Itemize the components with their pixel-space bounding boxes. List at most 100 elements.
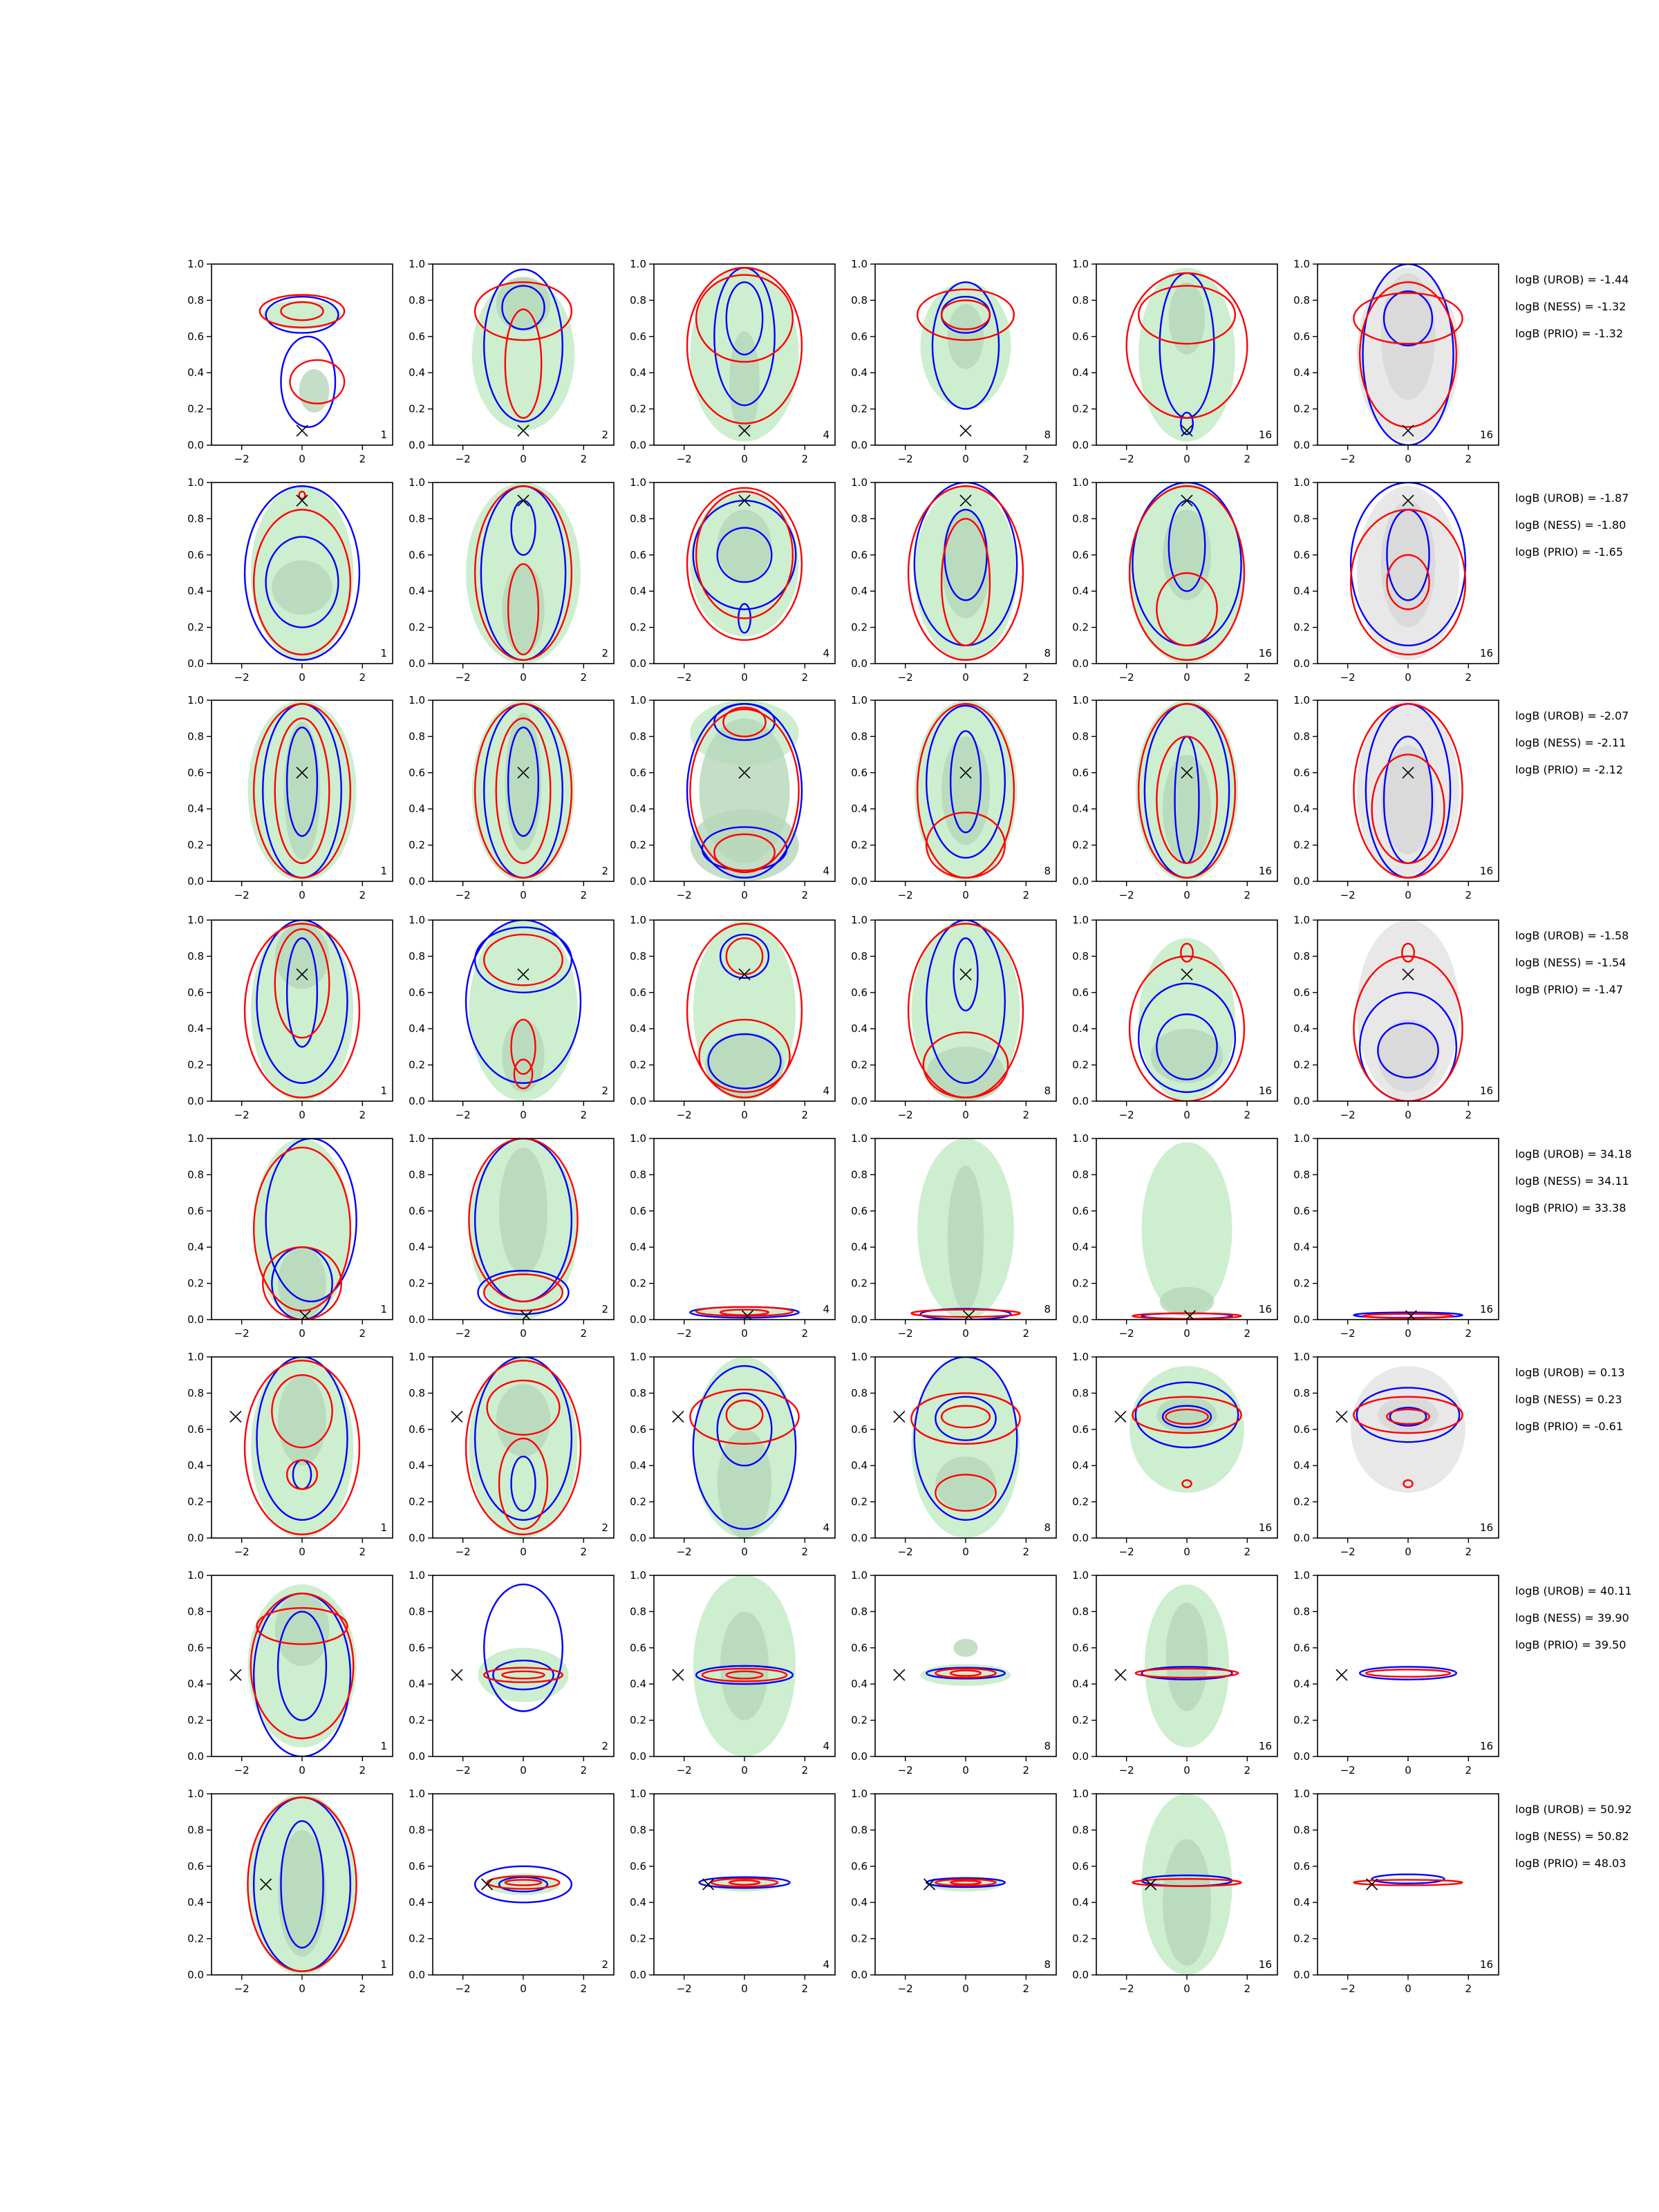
x-tick-label: 0 [1405,671,1412,684]
x-tick-label: 2 [359,1546,366,1558]
density-fill [263,300,341,330]
y-tick-label: 0.2 [630,1277,646,1290]
x-tick-label: 2 [802,1109,809,1121]
panel-number-label: 16 [1480,1521,1493,1534]
x-tick-label: −2 [234,1764,250,1777]
panel-number-label: 16 [1259,1958,1272,1971]
y-tick-label: 0.4 [409,366,425,379]
x-tick-label: −2 [898,1546,913,1558]
x-tick-label: −2 [1119,889,1134,901]
x-tick-label: 0 [299,453,306,465]
y-tick-label: 0.4 [1072,366,1089,379]
x-tick-label: 0 [741,1109,748,1121]
y-tick-label: 0.0 [187,657,204,670]
y-tick-label: 1.0 [1293,1569,1310,1582]
x-tick-label: 2 [1244,671,1251,684]
true-value-marker [1114,1669,1127,1681]
panel-number-label: 16 [1259,1521,1272,1534]
x-tick-label: −2 [1119,453,1134,465]
logb-label: logB (UROB) = 50.92 [1515,1803,1632,1816]
blue-contour [707,1033,782,1089]
red-contour [916,288,1015,341]
y-tick-label: 0.4 [630,585,646,597]
panel-r1-c2: −2 0 2 0.0 0.2 0.4 0.6 0.8 1.0 2 [409,258,615,465]
blue-contour [1371,1873,1445,1884]
panel-number-label: 2 [601,1521,608,1534]
y-tick-label: 1.0 [187,694,204,706]
x-tick-label: 2 [581,1327,588,1340]
panel-r7-c5: −2 0 2 0.0 0.2 0.4 0.6 0.8 1.0 16 [1072,1569,1278,1777]
y-tick-label: 0.2 [851,839,868,852]
y-tick-label: 0.6 [1293,1642,1310,1654]
panel-number-label: 2 [601,647,608,659]
y-tick-label: 0.2 [1072,1496,1089,1508]
red-contour [686,923,803,1098]
y-tick-label: 1.0 [630,1788,646,1800]
x-tick-label: 0 [520,1546,527,1558]
panel-number-label: 8 [1044,865,1051,877]
true-value-marker [451,1410,463,1423]
y-tick-label: 0.8 [409,294,425,306]
y-tick-label: 0.6 [851,330,868,343]
panel-r1-c6: −2 0 2 0.0 0.2 0.4 0.6 0.8 1.0 16 [1293,258,1499,465]
y-tick-label: 0.2 [851,1933,868,1945]
red-contour [504,308,543,419]
density-fill [699,718,790,863]
y-tick-label: 0.4 [1072,1241,1089,1253]
red-contour [1180,942,1194,963]
x-tick-label: −2 [1119,1764,1134,1777]
panel-r7-c3: −2 0 2 0.0 0.2 0.4 0.6 0.8 1.0 4 [630,1569,836,1777]
red-contour [725,1399,764,1431]
y-tick-label: 0.6 [1293,330,1310,343]
red-contour [1386,554,1430,610]
y-tick-label: 0.2 [1293,403,1310,415]
blue-contour [465,920,582,1084]
red-contour [259,294,346,328]
x-tick-label: 2 [1023,1109,1030,1121]
panel-number-label: 4 [823,1521,830,1534]
y-tick-label: 0.4 [851,1022,868,1035]
panel-r7-c1: −2 0 2 0.0 0.2 0.4 0.6 0.8 1.0 1 [187,1569,393,1777]
x-tick-label: −2 [677,671,692,684]
y-tick-label: 0.8 [1072,1824,1089,1836]
x-tick-label: −2 [456,1983,471,1995]
y-tick-label: 0.8 [1293,730,1310,742]
y-tick-label: 1.0 [409,258,425,270]
panel-number-label: 16 [1480,429,1493,441]
blue-contour [719,933,770,980]
y-tick-label: 0.2 [1072,403,1089,415]
density-fill [278,1247,326,1320]
panel-grid: −2 0 2 0.0 0.2 0.4 0.6 0.8 1.0 1 −2 0 2 0.0 0.2 0.4 0.6 0… [187,258,1499,1995]
y-tick-label: 0.2 [409,839,425,852]
true-value-marker [517,968,529,981]
y-tick-label: 1.0 [851,1569,868,1582]
red-contour [1362,1313,1454,1320]
panel-number-label: 16 [1480,647,1493,659]
y-tick-label: 0.4 [409,1241,425,1253]
red-contour [1156,572,1218,647]
red-contour [695,274,794,363]
density-fill [1163,509,1211,601]
blue-contour [698,1876,791,1889]
y-tick-label: 0.4 [187,585,204,597]
blue-contour [926,704,1006,859]
panel-r8-c6: −2 0 2 0.0 0.2 0.4 0.6 0.8 1.0 16 [1293,1788,1499,1995]
y-tick-label: 0.6 [409,986,425,999]
density-fill [717,509,772,583]
red-contour [725,1670,764,1680]
panel-number-label: 1 [380,647,387,659]
y-tick-label: 0.8 [630,1605,646,1618]
blue-contour [686,703,803,879]
x-tick-label: 2 [1023,1327,1030,1340]
y-tick-label: 0.6 [1293,986,1310,999]
axes-frame [1317,1138,1499,1320]
y-tick-label: 0.4 [630,1678,646,1690]
blue-contour [1156,1013,1218,1080]
panel-number-label: 16 [1259,429,1272,441]
density-fill [278,1830,326,1957]
blue-contour [474,1357,573,1521]
y-tick-label: 0.8 [187,950,204,962]
y-tick-label: 0.0 [1293,1969,1310,1981]
y-tick-label: 0.0 [630,1969,646,1981]
x-tick-label: 0 [1405,453,1412,465]
